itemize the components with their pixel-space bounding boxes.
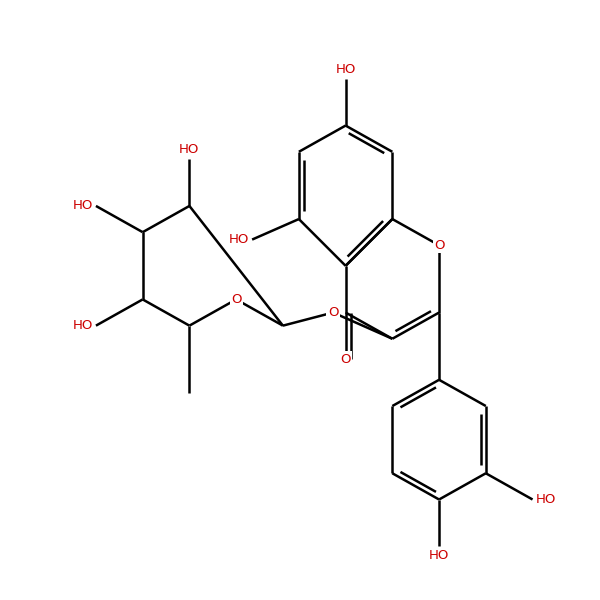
Text: O: O xyxy=(340,353,351,366)
Text: HO: HO xyxy=(179,143,200,157)
Text: HO: HO xyxy=(73,319,93,332)
Text: HO: HO xyxy=(535,493,556,506)
Text: O: O xyxy=(328,306,338,319)
Text: O: O xyxy=(434,239,445,252)
Text: HO: HO xyxy=(335,63,356,76)
Text: HO: HO xyxy=(73,199,93,212)
Text: O: O xyxy=(231,293,241,306)
Text: HO: HO xyxy=(229,233,249,246)
Text: HO: HO xyxy=(429,549,449,562)
